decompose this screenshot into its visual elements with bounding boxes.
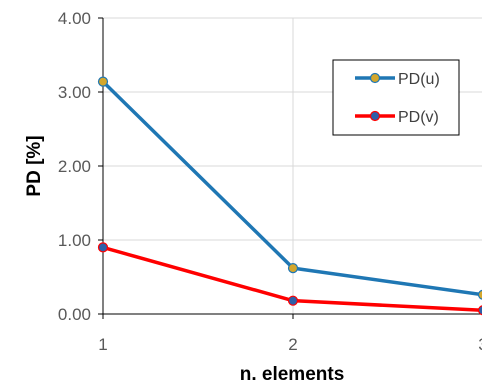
y-tick-label: 1.00 bbox=[58, 231, 91, 250]
y-axis-title: PD [%] bbox=[24, 135, 45, 196]
axes bbox=[98, 17, 482, 319]
data-point bbox=[97, 242, 109, 253]
legend-swatch-marker bbox=[369, 110, 381, 122]
grid bbox=[103, 17, 482, 314]
series-group bbox=[97, 76, 482, 316]
legend: PD(u) PD(v) bbox=[332, 59, 460, 136]
x-tick-label: 1 bbox=[98, 335, 107, 354]
legend-box bbox=[332, 59, 460, 136]
x-tick-labels: 1 2 3 bbox=[98, 335, 482, 354]
x-tick-label: 3 bbox=[478, 335, 482, 354]
legend-label: PD(v) bbox=[398, 109, 439, 126]
data-point bbox=[97, 76, 109, 87]
y-tick-label: 2.00 bbox=[58, 157, 91, 176]
y-tick-label: 0.00 bbox=[58, 305, 91, 324]
legend-label: PD(u) bbox=[398, 71, 440, 88]
y-tick-labels: 0.00 1.00 2.00 3.00 4.00 bbox=[58, 9, 91, 324]
y-tick-label: 4.00 bbox=[58, 9, 91, 28]
x-tick-label: 2 bbox=[288, 335, 297, 354]
x-axis-title: n. elements bbox=[240, 364, 345, 383]
data-point bbox=[477, 289, 482, 300]
data-point bbox=[287, 295, 299, 306]
y-tick-label: 3.00 bbox=[58, 83, 91, 102]
data-point bbox=[477, 305, 482, 316]
data-point bbox=[287, 263, 299, 274]
legend-swatch-marker bbox=[369, 72, 381, 84]
